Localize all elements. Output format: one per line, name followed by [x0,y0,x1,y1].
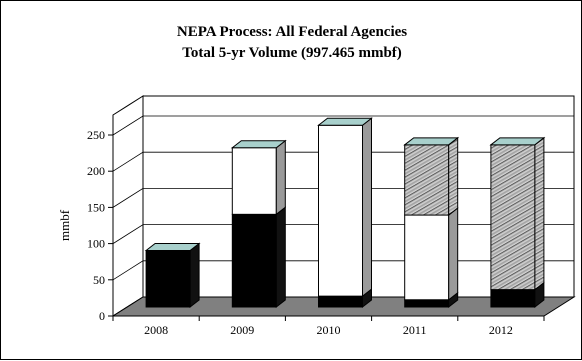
x-axis-ticks: 2008 2009 2010 2011 2012 [112,315,545,337]
bar-2008 [144,242,201,309]
bar-2011-segment-3 [404,136,459,217]
bar-2012 [489,136,546,309]
bar-2009-segment-1 [231,206,286,309]
y-tick-label-200: 200 [87,164,105,178]
bar-2008-top [144,243,201,252]
y-tick-label-150: 150 [87,200,105,214]
bar-2012-segment-1 [490,281,545,309]
bar-2012-segment-3 [490,136,545,291]
y-axis-ticks: 0 50 100 150 200 250 [87,115,114,323]
chart-title-line-2: Total 5-yr Volume (997.465 mmbf) [182,45,402,61]
bar-2009-segment-2 [231,139,286,216]
bar-2009-top [230,140,287,149]
bar-2010 [317,117,373,309]
y-axis-label: mmbf [57,209,72,241]
y-tick-label-250: 250 [87,128,105,142]
bar-2010-top [317,117,373,126]
bar-2011-segment-2 [404,207,459,301]
bar-2011 [403,136,460,309]
x-tick-label-2012: 2012 [489,323,513,337]
bars [144,117,546,309]
x-tick-label-2008: 2008 [144,323,168,337]
left-wall [112,95,144,317]
gridline-250 [112,115,574,136]
x-tick-label-2011: 2011 [403,323,427,337]
y-tick-label-50: 50 [93,273,105,287]
x-tick-label-2009: 2009 [230,323,254,337]
y-tick-label-100: 100 [87,237,105,251]
x-tick-label-2010: 2010 [317,323,341,337]
chart-title-line-1: NEPA Process: All Federal Agencies [177,24,407,40]
bar-2009 [230,139,287,309]
chart-title: NEPA Process: All Federal Agencies Total … [177,24,407,61]
bar-2011-top [403,137,460,146]
y-tick-label-0: 0 [99,309,105,323]
bar-2008-segment-1 [145,242,200,309]
bar-2012-top [489,137,546,146]
bar-2010-segment-2 [318,117,372,298]
